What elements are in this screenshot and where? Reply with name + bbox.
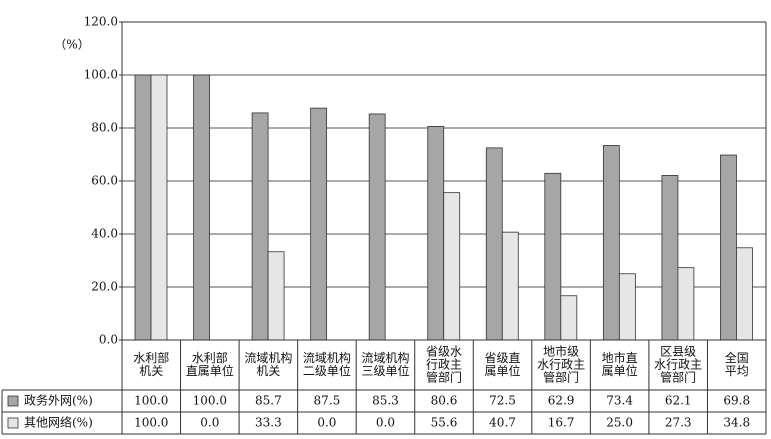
bar [267, 251, 285, 341]
y-tick-label: 100.0 [84, 68, 118, 82]
table-cell: 100.0 [134, 394, 168, 408]
bar [368, 113, 386, 341]
y-axis-label: （%） [54, 38, 89, 52]
table-cell: 69.8 [723, 394, 750, 408]
table-cell: 33.3 [255, 416, 282, 430]
y-tick-label: 20.0 [91, 280, 118, 294]
table-cell: 0.0 [376, 416, 395, 430]
x-tick-label: 区县级 [660, 345, 696, 359]
bar [310, 107, 328, 341]
x-tick-label: 直属单位 [186, 363, 234, 378]
bar [443, 192, 461, 341]
bar [150, 74, 168, 341]
table-cell: 16.7 [548, 416, 575, 430]
legend-swatch [7, 417, 19, 429]
x-tick-label: 属单位 [602, 363, 638, 378]
table-cell: 0.0 [317, 416, 336, 430]
x-tick-label: 管部门 [660, 370, 696, 385]
bar [677, 267, 695, 341]
bar [602, 145, 620, 341]
table-cell: 34.8 [723, 416, 750, 430]
x-tick-label: 三级单位 [361, 363, 409, 378]
x-tick-label: 平均 [725, 364, 749, 378]
table-cell: 25.0 [606, 416, 633, 430]
table-cell: 87.5 [314, 394, 341, 408]
x-tick-label: 地市直 [602, 350, 638, 365]
x-tick-label: 省级水 [426, 345, 462, 359]
table-cell: 72.5 [489, 394, 516, 408]
x-tick-label: 管部门 [426, 370, 462, 385]
bar [193, 74, 210, 341]
x-tick-label: 水利部 [192, 350, 228, 365]
table-cell: 100.0 [193, 394, 227, 408]
x-tick-label: 流域机构 [244, 350, 292, 365]
table-cell: 80.6 [431, 394, 458, 408]
x-tick-label: 机关 [139, 364, 163, 378]
legend-swatch [7, 395, 19, 407]
bar [544, 172, 562, 341]
table-cell: 0.0 [200, 416, 219, 430]
x-tick-label: 全国 [725, 350, 749, 365]
x-tick-label: 水行政主 [537, 358, 585, 372]
y-tick-label: 60.0 [91, 174, 118, 188]
table-cell: 73.4 [606, 394, 633, 408]
x-tick-label: 管部门 [543, 370, 579, 385]
legend-label: 其他网络(%) [24, 415, 93, 430]
x-tick-label: 机关 [256, 364, 280, 378]
table-cell: 85.3 [372, 394, 399, 408]
table-cell: 62.9 [548, 394, 575, 408]
bar [720, 154, 737, 341]
bar [501, 231, 519, 341]
x-tick-label: 流域机构 [361, 350, 409, 365]
y-tick-label: 120.0 [84, 15, 118, 29]
table-cell: 62.1 [665, 394, 692, 408]
bar [661, 175, 679, 341]
x-tick-label: 水利部 [133, 350, 169, 365]
y-tick-label: 80.0 [91, 121, 118, 135]
table-cell: 27.3 [665, 416, 692, 430]
table-cell: 55.6 [431, 416, 458, 430]
table-cell: 40.7 [489, 416, 516, 430]
bar [485, 147, 503, 341]
x-tick-label: 二级单位 [303, 363, 351, 378]
bar [618, 273, 636, 341]
bar [736, 247, 753, 341]
table-cell: 100.0 [134, 416, 168, 430]
x-tick-label: 行政主 [426, 358, 462, 372]
bar [427, 126, 445, 341]
bar [251, 112, 269, 341]
x-tick-label: 地市级 [543, 344, 579, 359]
legend-label: 政务外网(%) [24, 393, 93, 408]
y-tick-label: 40.0 [91, 227, 118, 241]
bar [134, 74, 152, 341]
x-tick-label: 水行政主 [654, 358, 702, 372]
x-tick-label: 省级直 [485, 351, 521, 365]
x-tick-label: 属单位 [485, 363, 521, 378]
table-cell: 85.7 [255, 394, 282, 408]
bar [560, 295, 578, 341]
y-tick-label: 0.0 [99, 333, 118, 347]
x-tick-label: 流域机构 [303, 350, 351, 365]
